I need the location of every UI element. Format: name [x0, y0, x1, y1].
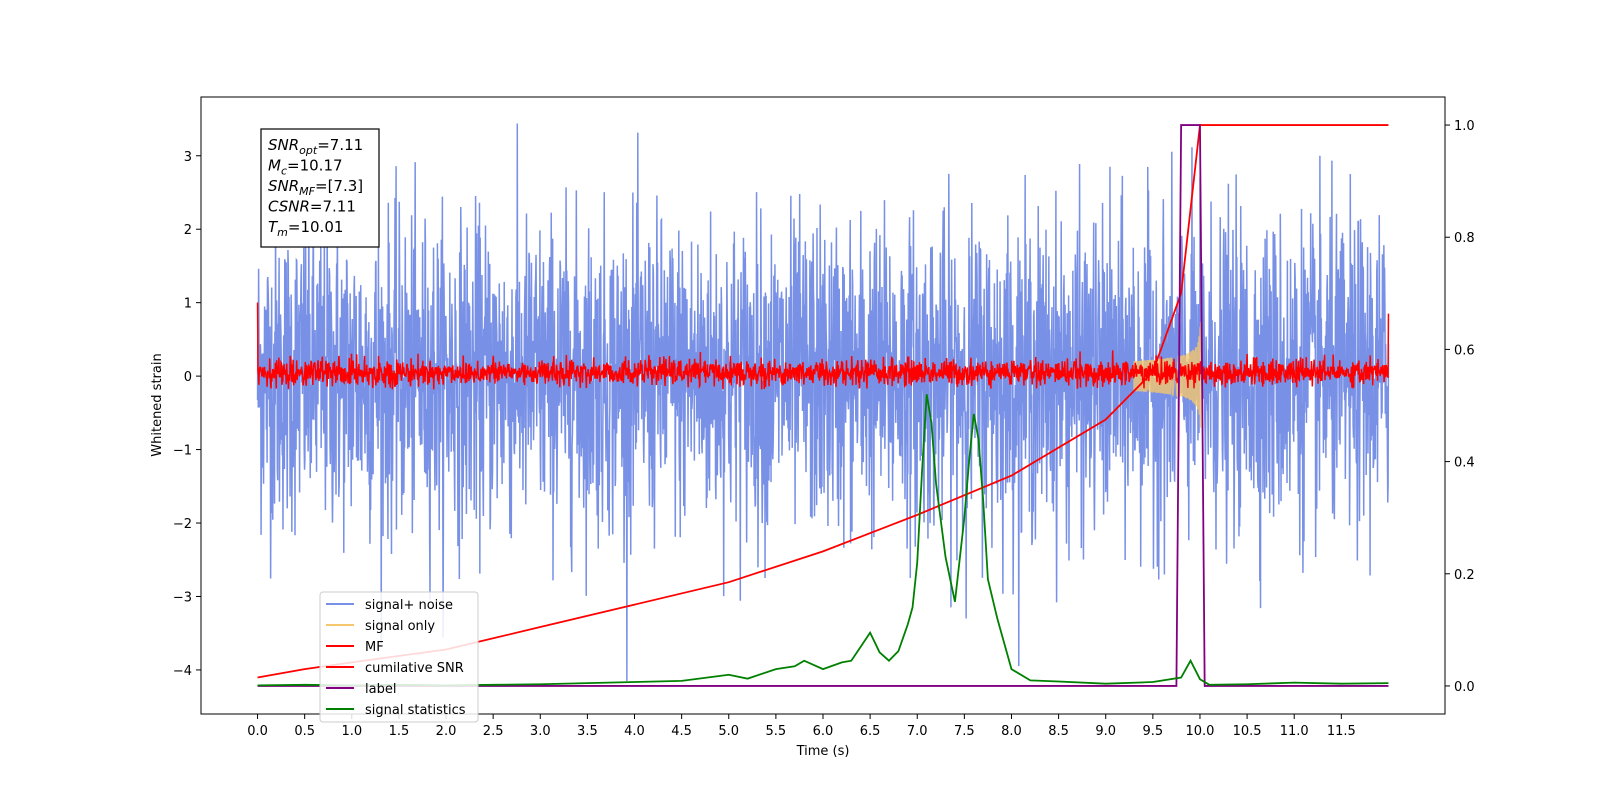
signal-noise-series [256, 123, 1390, 681]
y-left-tick-label: −1 [173, 444, 192, 459]
x-tick-label: 11.5 [1327, 724, 1356, 739]
y-axis-label: Whitened strain [150, 353, 165, 456]
x-tick-label: 4.5 [671, 724, 692, 739]
info-box-subscript: c [281, 165, 287, 178]
x-tick-label: 7.0 [907, 724, 928, 739]
info-box-line: Tm=10.01 [268, 218, 343, 239]
legend-frame [319, 591, 479, 723]
x-axis-ticks: 0.0 0.5 1.0 1.5 2.0 2.5 3.0 3.5 4.0 4.5 5.0 5.5 6.0 6… [247, 714, 1356, 739]
info-box-quantity: SNR [268, 177, 299, 195]
info-box-line: SNRMF=[7.3] [268, 177, 363, 198]
y-left-tick-label: −3 [173, 590, 192, 605]
y-left-tick-label: 0 [184, 370, 192, 385]
y-left-tick-label: −4 [173, 664, 192, 679]
legend-label: MF [365, 640, 384, 655]
x-tick-label: 3.0 [530, 724, 551, 739]
y-right-tick-label: 0.2 [1454, 568, 1475, 583]
legend-label: cumilative SNR [365, 661, 464, 676]
x-tick-label: 10.0 [1185, 724, 1214, 739]
info-box-subscript: MF [299, 185, 315, 198]
x-tick-label: 0.0 [247, 724, 268, 739]
x-tick-label: 8.5 [1048, 724, 1069, 739]
info-box-value: =10.17 [287, 157, 343, 175]
signal-only-series [1133, 322, 1202, 428]
signal-statistics-line [257, 394, 1389, 687]
y-right-tick-label: 0.4 [1454, 456, 1475, 471]
signal-statistics-series [257, 394, 1389, 687]
x-tick-label: 0.5 [294, 724, 315, 739]
x-axis-label: Time (s) [796, 744, 850, 759]
info-box-line: CSNR=7.11 [268, 198, 356, 216]
info-box-line: SNRopt=7.11 [268, 136, 363, 157]
x-tick-label: 5.0 [718, 724, 739, 739]
info-box-value: =7.11 [310, 198, 356, 216]
x-tick-label: 7.5 [954, 724, 975, 739]
legend-label: signal statistics [365, 703, 466, 718]
x-tick-label: 1.5 [389, 724, 410, 739]
y-left-tick-label: 2 [184, 223, 192, 238]
x-tick-label: 4.0 [624, 724, 645, 739]
info-box-subscript: m [277, 226, 288, 239]
y-right-tick-label: 0.0 [1454, 680, 1475, 695]
label-line [257, 124, 1389, 687]
signal-only-line [1133, 322, 1202, 428]
y-left-tick-label: 3 [184, 150, 192, 165]
x-tick-label: 9.0 [1095, 724, 1116, 739]
info-box-line: Mc=10.17 [268, 157, 343, 178]
info-box: SNRopt=7.11Mc=10.17SNRMF=[7.3]CSNR=7.11T… [260, 128, 380, 248]
y-right-tick-label: 0.6 [1454, 343, 1475, 358]
x-tick-label: 8.0 [1001, 724, 1022, 739]
legend-label: signal+ noise [365, 598, 453, 613]
x-tick-label: 2.0 [436, 724, 457, 739]
x-tick-label: 9.5 [1143, 724, 1164, 739]
info-box-value: =10.01 [288, 218, 344, 236]
mf-series [256, 302, 1390, 390]
x-tick-label: 1.0 [341, 724, 362, 739]
y-left-tick-label: −2 [173, 517, 192, 532]
label-series [257, 124, 1389, 687]
y-axis-right-ticks: 1.0 0.8 0.6 0.4 0.2 0.0 [1445, 119, 1475, 695]
info-box-frame [260, 128, 380, 248]
legend-label: label [365, 682, 396, 697]
mf-line [256, 302, 1390, 390]
info-box-quantity: M [268, 157, 281, 175]
info-box-value: =[7.3] [315, 177, 363, 195]
legend: signal+ noise signal only MF cumilative SNR… [319, 591, 479, 723]
x-tick-label: 6.0 [813, 724, 834, 739]
x-tick-label: 5.5 [766, 724, 787, 739]
x-tick-label: 11.0 [1280, 724, 1309, 739]
info-box-subscript: opt [299, 144, 318, 157]
info-box-quantity: SNR [268, 136, 299, 154]
y-left-tick-label: 1 [184, 297, 192, 312]
x-tick-label: 3.5 [577, 724, 598, 739]
y-right-tick-label: 1.0 [1454, 119, 1475, 134]
x-tick-label: 10.5 [1233, 724, 1262, 739]
info-box-quantity: CSNR [268, 198, 310, 216]
signal-noise-line [256, 123, 1390, 681]
y-axis-left-ticks: 3 2 1 0 −1 −2 −3 −4 [173, 150, 201, 679]
info-box-value: =7.11 [317, 136, 363, 154]
legend-label: signal only [365, 619, 435, 634]
info-box-quantity: T [268, 218, 279, 236]
y-right-tick-label: 0.8 [1454, 231, 1475, 246]
x-tick-label: 2.5 [483, 724, 504, 739]
x-tick-label: 6.5 [860, 724, 881, 739]
